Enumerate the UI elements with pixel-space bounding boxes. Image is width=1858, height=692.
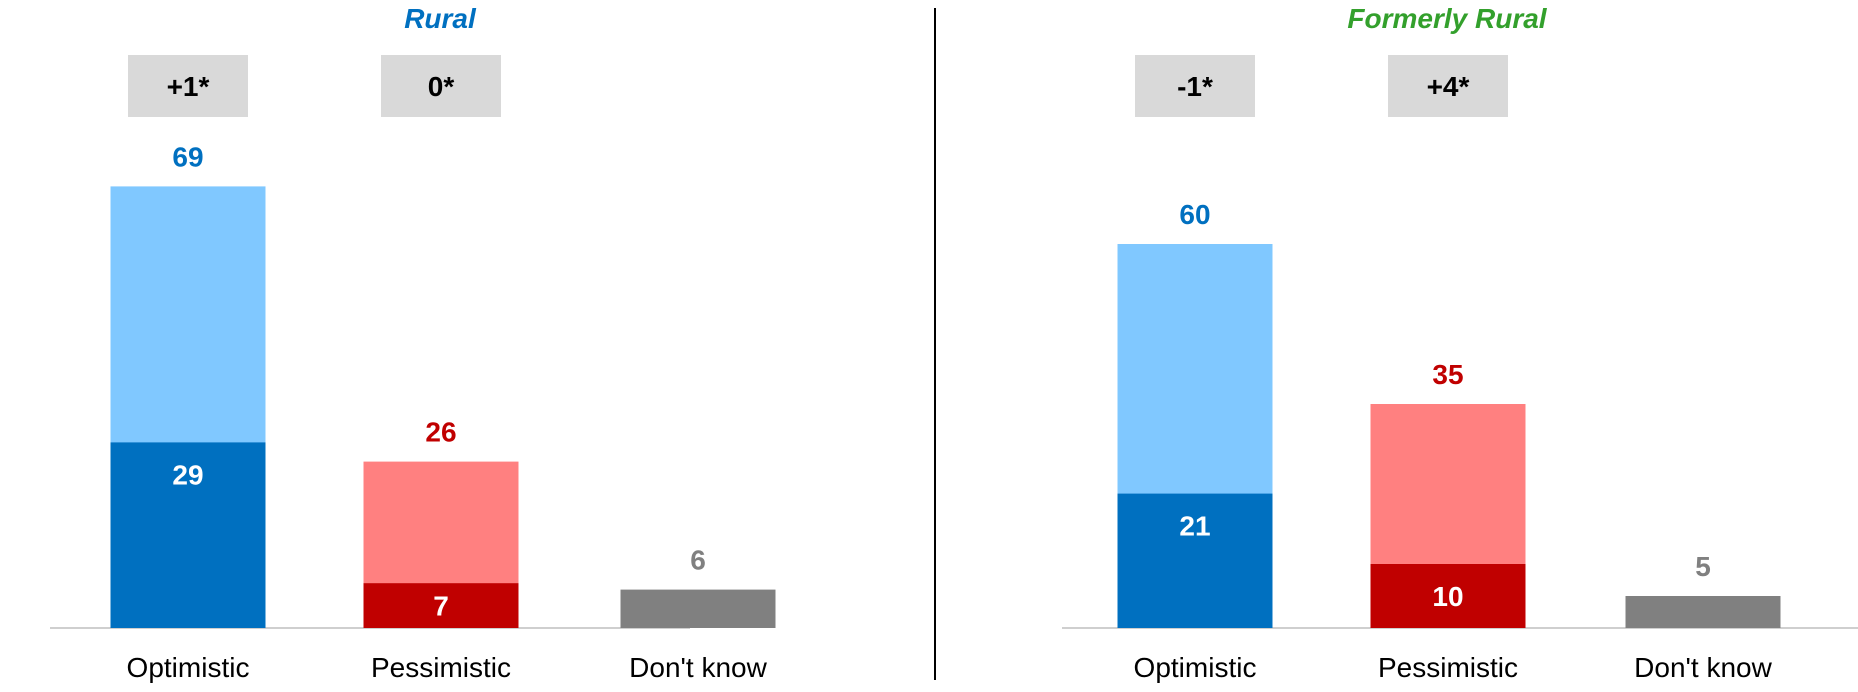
data-label-strong-pessimistic-formerly-rural: 10 [1432,581,1463,612]
panel-title-formerly-rural: Formerly Rural [1347,3,1547,34]
bar-strong-pessimistic-rural [363,583,519,628]
category-label-optimistic-rural: Optimistic [127,652,250,683]
data-label-strong-optimistic-rural: 29 [172,459,203,490]
data-label-strong-pessimistic-rural: 7 [433,591,449,622]
data-label-total-dont-know-formerly-rural: 5 [1695,551,1711,582]
bar-strong-pessimistic-formerly-rural [1370,564,1526,628]
change-label-optimistic-rural: +1* [167,71,210,102]
category-label-dont-know-rural: Don't know [629,652,767,683]
change-box-pessimistic-formerly-rural [1388,55,1508,117]
change-label-pessimistic-rural: 0* [428,71,455,102]
data-label-total-pessimistic-rural: 26 [425,417,456,448]
change-box-optimistic-formerly-rural [1135,55,1255,117]
category-label-pessimistic-formerly-rural: Pessimistic [1378,652,1518,683]
bar-strong-optimistic-formerly-rural [1117,493,1273,628]
change-label-pessimistic-formerly-rural: +4* [1427,71,1470,102]
category-label-optimistic-formerly-rural: Optimistic [1134,652,1257,683]
data-label-total-dont-know-rural: 6 [690,545,706,576]
change-label-optimistic-formerly-rural: -1* [1177,71,1213,102]
panel-title-rural: Rural [404,3,477,34]
data-label-total-optimistic-formerly-rural: 60 [1179,199,1210,230]
change-box-optimistic-rural [128,55,248,117]
data-label-total-optimistic-rural: 69 [172,141,203,172]
bar-total-dont-know-rural [620,589,776,628]
bar-strong-optimistic-rural [110,442,266,628]
data-label-strong-optimistic-formerly-rural: 21 [1179,511,1210,542]
bar-total-dont-know-formerly-rural [1625,596,1781,628]
data-label-total-pessimistic-formerly-rural: 35 [1432,359,1463,390]
change-box-pessimistic-rural [381,55,501,117]
category-label-dont-know-formerly-rural: Don't know [1634,652,1772,683]
category-label-pessimistic-rural: Pessimistic [371,652,511,683]
